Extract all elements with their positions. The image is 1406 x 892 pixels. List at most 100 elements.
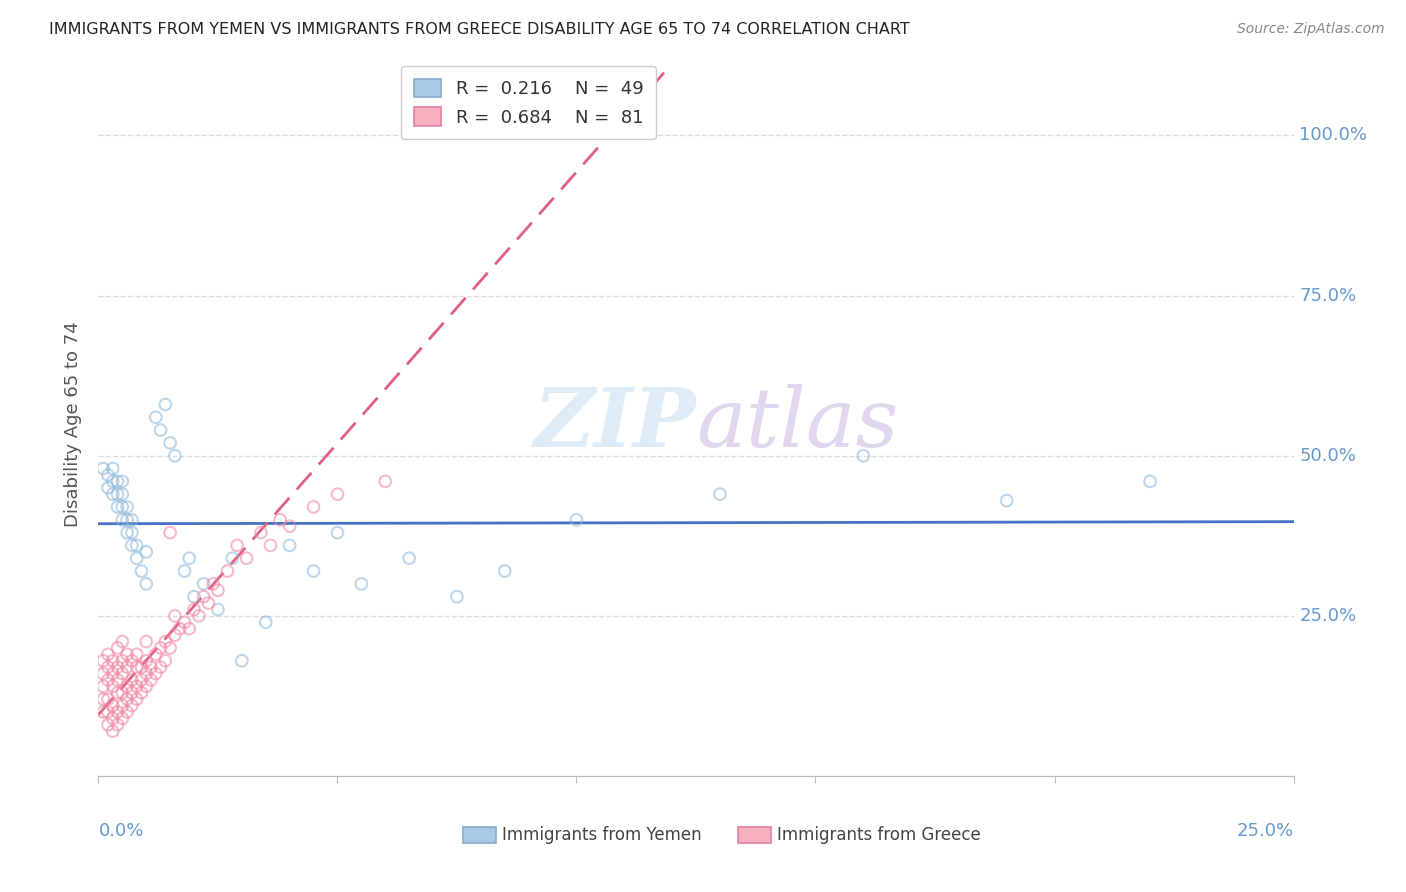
Point <box>115 705 138 719</box>
Point <box>139 673 162 687</box>
Point <box>207 583 229 598</box>
Point <box>91 692 114 706</box>
Point <box>125 660 148 674</box>
Point <box>135 654 157 668</box>
Point <box>145 666 167 681</box>
Point <box>254 615 277 630</box>
Text: 25.0%: 25.0% <box>1236 822 1294 840</box>
Point <box>121 654 143 668</box>
Point <box>115 513 138 527</box>
Point <box>169 622 191 636</box>
Point <box>432 115 454 129</box>
Point <box>115 525 138 540</box>
Point <box>91 666 114 681</box>
Point <box>107 640 129 655</box>
Text: atlas: atlas <box>696 384 898 464</box>
Point <box>107 686 129 700</box>
Point <box>121 698 143 713</box>
Point <box>302 500 325 514</box>
Point <box>159 525 181 540</box>
Text: 100.0%: 100.0% <box>1299 127 1368 145</box>
Point <box>374 475 396 489</box>
Point <box>226 538 249 552</box>
Point <box>159 640 181 655</box>
Point <box>852 449 875 463</box>
Point <box>231 654 253 668</box>
Point <box>149 640 172 655</box>
Point <box>149 660 172 674</box>
Text: 25.0%: 25.0% <box>1299 607 1357 625</box>
Point <box>97 705 120 719</box>
Point <box>565 513 588 527</box>
Point <box>125 551 148 566</box>
Point <box>350 577 373 591</box>
Point <box>197 596 219 610</box>
Point <box>125 538 148 552</box>
Point <box>163 628 186 642</box>
Point <box>131 673 153 687</box>
Point <box>107 660 129 674</box>
Point <box>217 564 239 578</box>
Point <box>111 500 134 514</box>
Point <box>221 551 243 566</box>
Point <box>183 590 205 604</box>
Point <box>193 577 215 591</box>
Point <box>121 686 143 700</box>
Point <box>97 673 120 687</box>
Point <box>97 481 120 495</box>
Point <box>398 551 420 566</box>
Point <box>111 475 134 489</box>
Point <box>155 654 177 668</box>
Point <box>111 634 134 648</box>
Point <box>115 660 138 674</box>
Point <box>159 436 181 450</box>
Point <box>107 500 129 514</box>
Point <box>121 525 143 540</box>
Point <box>173 615 195 630</box>
Point <box>101 724 124 739</box>
Legend: R =  0.216    N =  49, R =  0.684    N =  81: R = 0.216 N = 49, R = 0.684 N = 81 <box>401 66 657 139</box>
Point <box>125 648 148 662</box>
Point <box>278 538 301 552</box>
Point <box>111 654 134 668</box>
Point <box>115 500 138 514</box>
Text: Source: ZipAtlas.com: Source: ZipAtlas.com <box>1237 22 1385 37</box>
Text: 50.0%: 50.0% <box>1299 447 1357 465</box>
Point <box>107 487 129 501</box>
Point <box>193 590 215 604</box>
Point <box>139 660 162 674</box>
Point <box>97 692 120 706</box>
Point <box>163 608 186 623</box>
Point <box>115 679 138 693</box>
Point <box>111 686 134 700</box>
Point <box>91 654 114 668</box>
Point <box>131 564 153 578</box>
Point <box>107 705 129 719</box>
Point <box>155 634 177 648</box>
Text: Immigrants from Greece: Immigrants from Greece <box>778 825 981 844</box>
Point <box>179 622 201 636</box>
Point <box>149 423 172 437</box>
Point <box>101 654 124 668</box>
Point <box>97 718 120 732</box>
Point <box>97 648 120 662</box>
Point <box>235 551 257 566</box>
Point <box>135 634 157 648</box>
Point <box>101 698 124 713</box>
Point <box>91 705 114 719</box>
Point <box>259 538 281 552</box>
Point <box>97 467 120 482</box>
Point <box>202 577 225 591</box>
Point <box>155 397 177 411</box>
Point <box>91 679 114 693</box>
Point <box>145 648 167 662</box>
Text: IMMIGRANTS FROM YEMEN VS IMMIGRANTS FROM GREECE DISABILITY AGE 65 TO 74 CORRELAT: IMMIGRANTS FROM YEMEN VS IMMIGRANTS FROM… <box>49 22 910 37</box>
Point <box>111 513 134 527</box>
Point <box>1139 475 1161 489</box>
Point <box>131 686 153 700</box>
Point <box>135 679 157 693</box>
Point <box>173 564 195 578</box>
Point <box>135 577 157 591</box>
Text: ZIP: ZIP <box>533 384 696 464</box>
Point <box>107 673 129 687</box>
